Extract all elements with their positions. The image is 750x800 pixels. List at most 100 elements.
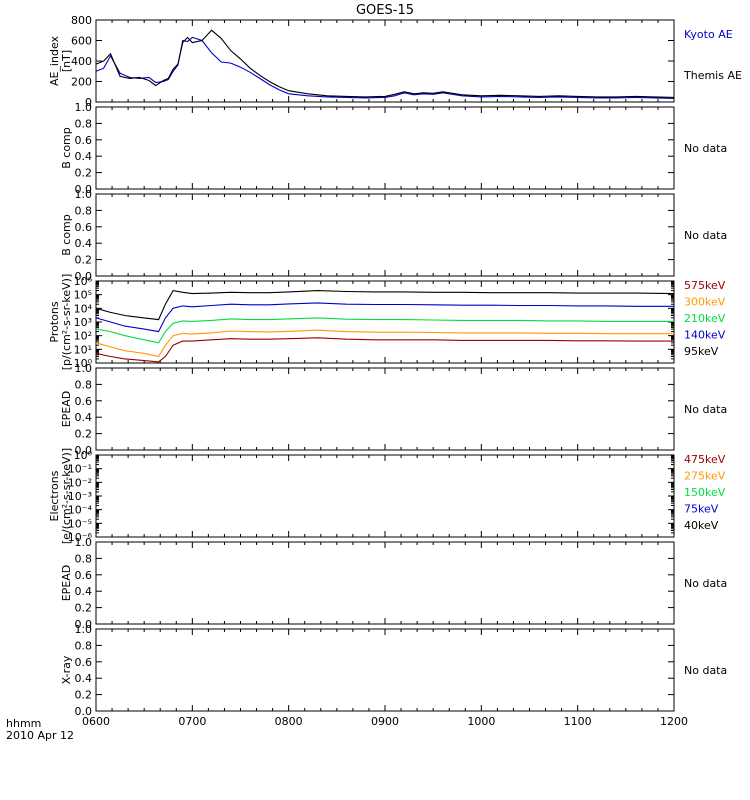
x-tick-label: 1000 [467,715,495,728]
legend-entry: 300keV [684,296,726,309]
legend-entry: 275keV [684,470,726,483]
panel-b1: 0.0 0.2 0.4 0.6 0.8 1.0B comp No data [60,101,727,196]
y-axis-label: X-ray [60,655,73,684]
figure-title: GOES-15 [356,3,414,18]
y-tick-label: 0.4 [75,150,93,163]
y-tick-label: 0.8 [75,204,93,217]
panels: 0 200 400 600 800 AE_index [nT] Kyoto AE Themis … [48,14,742,728]
y-axis-label: AE_index [48,35,61,86]
no-data-note: No data [684,229,727,242]
y-tick-label: 200 [71,76,92,89]
y-tick-label: 0.4 [75,237,93,250]
y-tick-label: 0.6 [75,395,93,408]
legend-entry: 95keV [684,345,719,358]
panel-epead1: 0.0 0.2 0.4 0.6 0.8 1.0 EPEAD No data [60,362,727,457]
series-line-575kev [95,337,674,363]
y-tick-label: 1.0 [75,362,93,375]
y-axis-label: EPEAD [60,391,73,428]
panel-frame [95,193,675,277]
y-tick-label: 0.2 [75,602,93,615]
y-tick-label: 10⁶ [74,275,93,288]
series-line-300kev [95,329,674,358]
panel-frame [95,454,675,538]
panel-electrons: 10⁻⁶10⁻⁵10⁻⁴10⁻³10⁻²10⁻¹10⁰ Electrons [e/(… [48,448,726,544]
y-tick-label: 0.0 [75,183,93,196]
x-tick-label: 0900 [371,715,399,728]
y-tick-label: 10³ [74,316,92,329]
y-tick-label: 10⁻⁶ [68,531,93,544]
panel-frame [95,541,675,625]
no-data-note: No data [684,577,727,590]
y-tick-label: 1.0 [75,536,93,549]
time-axis-label-line1: hhmm [6,717,41,730]
y-tick-label: 0.8 [75,117,93,130]
y-tick-label: 0.0 [75,270,93,283]
panel-frame [95,367,675,451]
no-data-note: No data [684,142,727,155]
series-line-kyoto-ae [95,36,675,99]
legend-entry: 575keV [684,279,726,292]
y-tick-label: 0.6 [75,221,93,234]
legend-entry: 210keV [684,312,726,325]
y-tick-label: 0.6 [75,134,93,147]
x-tick-label: 0800 [275,715,303,728]
y-tick-label: 0.0 [75,618,93,631]
y-tick-label: 0.8 [75,552,93,565]
y-tick-label: 10⁴ [74,302,93,315]
legend-entry: Kyoto AE [684,28,733,41]
y-tick-label: 0 [85,96,92,109]
y-tick-label: 0.0 [75,444,93,457]
y-tick-label: 0.4 [75,672,93,685]
legend-entry: Themis AE [683,69,742,82]
y-tick-label: 10⁻³ [68,490,92,503]
y-axis-label: B comp [60,127,73,169]
y-tick-label: 1.0 [75,623,93,636]
x-tick-label: 0600 [82,715,110,728]
y-axis-label: [nT] [60,50,73,72]
y-tick-label: 800 [71,14,92,27]
legend-entry: 75keV [684,503,719,516]
y-tick-label: 10⁰ [74,357,93,370]
x-tick-label: 1200 [660,715,688,728]
panel-frame [95,106,675,190]
y-tick-label: 10⁵ [74,289,92,302]
y-tick-label: 10¹ [74,343,92,356]
y-axis-label: [p/(cm²-s-sr-keV)] [60,274,73,371]
panel-ae: 0 200 400 600 800 AE_index [nT] Kyoto AE Themis … [48,14,742,109]
series-line-210kev [95,317,674,344]
y-tick-label: 0.4 [75,585,93,598]
legend-entry: 150keV [684,486,726,499]
legend-entry: 140keV [684,329,726,342]
y-tick-label: 600 [71,35,92,48]
y-tick-label: 10⁻² [68,476,92,489]
series-line-95kev [95,289,675,321]
y-tick-label: 0.2 [75,254,93,267]
y-axis-label: Electrons [48,470,61,521]
legend-entry: 40keV [684,519,719,532]
y-tick-label: 0.2 [75,428,93,441]
y-tick-label: 0.2 [75,167,93,180]
y-tick-label: 10⁰ [74,449,93,462]
panel-xray: 0.0 0.2 0.4 0.6 0.8 1.0 X-ray No data [60,623,727,718]
y-tick-label: 10⁻⁴ [68,504,93,517]
y-tick-label: 0.6 [75,656,93,669]
y-tick-label: 10⁻¹ [68,463,92,476]
x-tick-label: 1100 [564,715,592,728]
y-tick-label: 1.0 [75,188,93,201]
y-tick-label: 1.0 [75,101,93,114]
panel-frame [95,628,675,712]
y-tick-label: 0.0 [75,705,93,718]
y-axis-label: B comp [60,214,73,256]
y-axis-label: [e/(cm²-s-sr-keV)] [60,448,73,544]
y-tick-label: 0.6 [75,569,93,582]
y-tick-label: 0.8 [75,378,93,391]
y-tick-label: 0.8 [75,639,93,652]
series-line-themis-ae [95,29,675,98]
y-axis-label: EPEAD [60,565,73,602]
time-axis-label-line2: 2010 Apr 12 [6,729,74,742]
no-data-note: No data [684,664,727,677]
x-tick-label: 0700 [178,715,206,728]
panel-b2: 0.0 0.2 0.4 0.6 0.8 1.0B comp No data [60,188,727,283]
